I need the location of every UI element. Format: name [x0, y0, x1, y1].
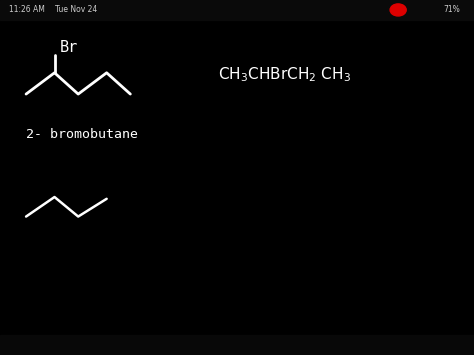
Text: 2- bromobutane: 2- bromobutane: [26, 128, 138, 141]
Text: Br: Br: [60, 40, 78, 55]
Text: $\mathregular{CH_3CHBrCH_2\ CH_3}$: $\mathregular{CH_3CHBrCH_2\ CH_3}$: [218, 65, 351, 84]
Text: 11:26 AM: 11:26 AM: [9, 5, 46, 14]
Text: Tue Nov 24: Tue Nov 24: [55, 5, 97, 14]
Circle shape: [390, 4, 406, 16]
Bar: [0, 0, 474, 20]
Bar: [0, 335, 474, 355]
Text: 71%: 71%: [443, 5, 460, 14]
